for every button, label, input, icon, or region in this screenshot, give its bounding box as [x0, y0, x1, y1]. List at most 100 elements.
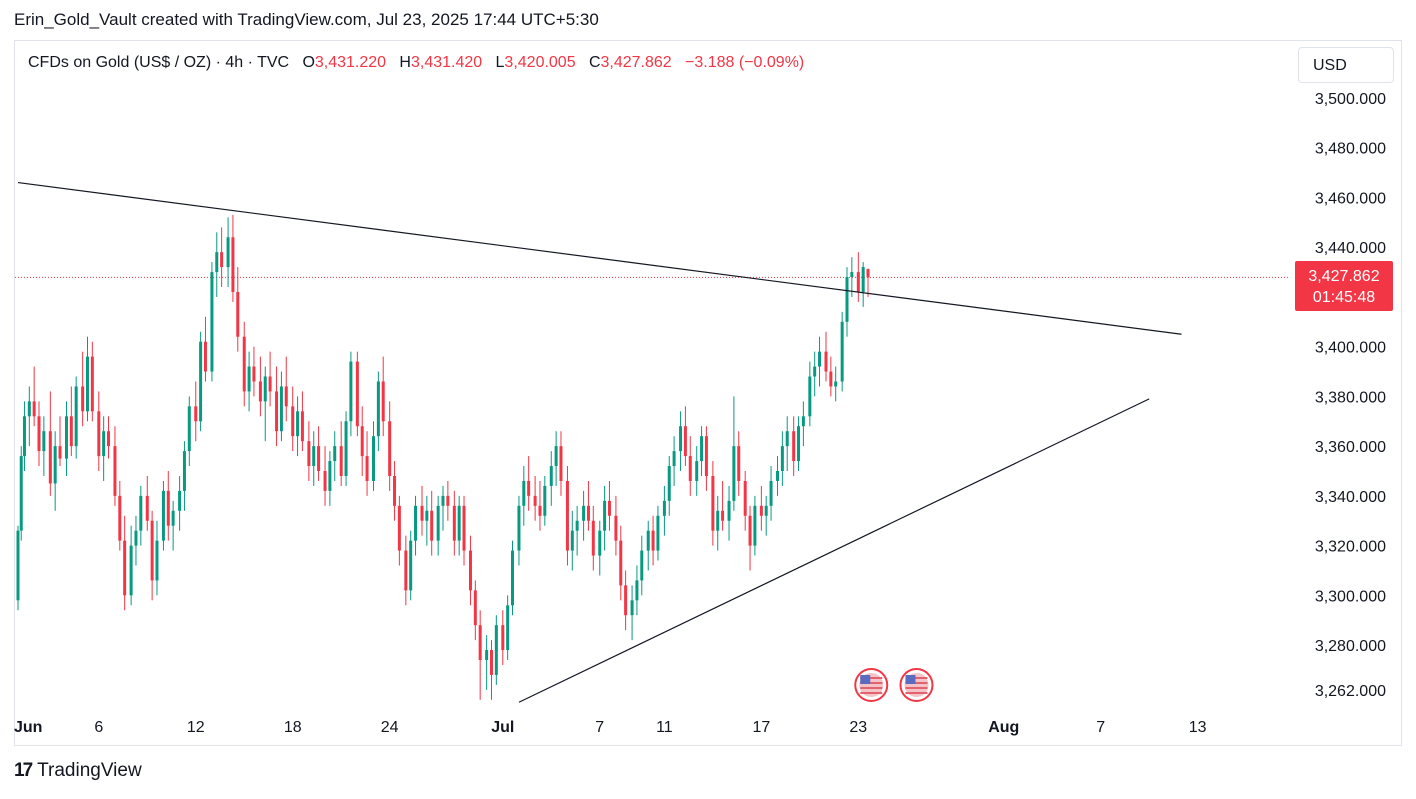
x-tick-label: Jul [491, 719, 514, 736]
trendline-support[interactable] [518, 398, 1150, 703]
candle-down [489, 650, 493, 675]
low-value: 3,420.005 [504, 54, 576, 71]
candle-up [727, 500, 731, 521]
candle-down [231, 237, 235, 292]
candle-up [667, 466, 671, 501]
candle-up [328, 461, 332, 491]
candle-down [97, 411, 101, 457]
candle-up [679, 426, 683, 452]
candle-up [64, 416, 68, 459]
candle-up [178, 490, 182, 511]
y-tick-label: 3,500.000 [1315, 91, 1386, 108]
candle-up [840, 321, 844, 382]
candle-down [32, 401, 36, 417]
candle-down [420, 505, 424, 521]
candle-up [457, 505, 461, 541]
us-flag-event-icon[interactable] [899, 668, 934, 702]
candle-up [333, 446, 337, 462]
candle-down [446, 495, 450, 506]
symbol-label[interactable]: CFDs on Gold (US$ / OZ) · 4h · TVC [28, 54, 290, 71]
candle-down [607, 500, 611, 516]
candle-down [194, 406, 198, 422]
candle-down [106, 431, 110, 447]
candle-down [473, 590, 477, 626]
tradingview-logo[interactable]: 17 TradingView [14, 760, 142, 782]
candle-up [171, 510, 175, 526]
candle-up [769, 480, 773, 506]
candle-up [808, 376, 812, 417]
candle-up [102, 431, 106, 457]
candle-up [570, 530, 574, 551]
candle-up [522, 480, 526, 506]
candle-up [785, 431, 789, 447]
y-tick-label: 3,360.000 [1315, 439, 1386, 456]
chart-author-title: Erin_Gold_Vault created with TradingView… [14, 10, 599, 29]
candle-down [404, 550, 408, 591]
candle-up [199, 341, 203, 422]
x-tick-label: Jun [14, 719, 42, 736]
candle-down [37, 416, 41, 452]
y-tick-label: 3,480.000 [1315, 141, 1386, 158]
candle-up [640, 550, 644, 581]
candle-up [506, 605, 510, 651]
candle-up [797, 426, 801, 462]
candle-up [134, 530, 138, 546]
candle-up [732, 446, 736, 501]
candle-down [236, 291, 240, 337]
x-tick-label: 7 [595, 719, 604, 736]
candle-down [81, 386, 85, 412]
candles-group [16, 214, 870, 700]
candle-down [533, 495, 537, 506]
candle-up [215, 252, 219, 273]
candle-down [220, 252, 224, 268]
low-label: L [495, 54, 505, 71]
candle-down [748, 515, 752, 546]
candle-up [494, 625, 498, 675]
candle-up [376, 381, 380, 437]
x-tick-label: 13 [1189, 719, 1207, 736]
candle-up [603, 500, 607, 531]
candle-up [598, 530, 602, 556]
candle-down [792, 431, 796, 462]
candle-up [635, 580, 639, 601]
candle-up [700, 436, 704, 462]
candle-up [344, 421, 348, 476]
candle-up [764, 505, 768, 516]
candle-down [737, 446, 741, 481]
y-tick-label: 3,320.000 [1315, 539, 1386, 556]
y-tick-label: 3,300.000 [1315, 588, 1386, 605]
y-tick-label: 3,440.000 [1315, 240, 1386, 257]
candle-up [780, 446, 784, 472]
candle-down [462, 505, 466, 551]
candle-down [58, 446, 62, 459]
candle-up [296, 411, 300, 437]
trendline-resistance[interactable] [17, 181, 1182, 335]
candle-down [704, 436, 708, 476]
candle-down [339, 446, 343, 476]
candle-up [226, 237, 230, 268]
close-value: 3,427.862 [600, 54, 672, 71]
candle-up [139, 495, 143, 531]
high-label: H [399, 54, 411, 71]
last-price-tag: 3,427.862 01:45:48 [1295, 261, 1393, 311]
candle-down [113, 446, 117, 496]
candle-up [646, 530, 650, 551]
currency-button[interactable]: USD [1298, 47, 1394, 83]
tradingview-logo-text: TradingView [37, 760, 142, 781]
x-tick-label: 11 [656, 719, 673, 736]
candle-up [818, 351, 822, 367]
candle-down [323, 471, 327, 491]
candle-down [452, 505, 456, 541]
candle-down [591, 520, 595, 556]
candle-up [549, 466, 553, 486]
x-tick-label: 17 [752, 719, 770, 736]
candle-up [53, 446, 57, 484]
candle-down [355, 361, 359, 427]
candle-up [861, 267, 865, 292]
candle-down [759, 505, 763, 516]
candle-up [42, 431, 46, 452]
candle-down [300, 411, 304, 442]
candle-up [575, 520, 579, 531]
us-flag-event-icon[interactable] [854, 668, 889, 702]
